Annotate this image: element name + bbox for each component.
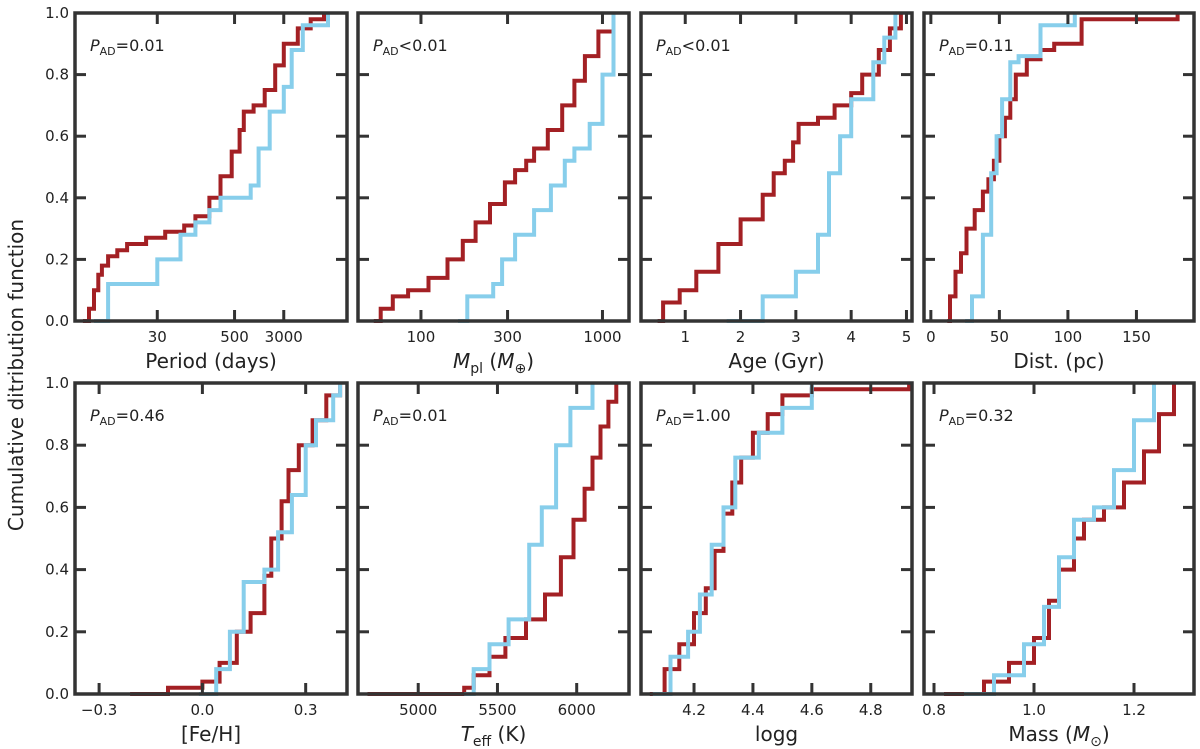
x-tick-label: 50 [990, 328, 1009, 346]
cdf-line-b [965, 13, 1077, 323]
cdf-line-b [458, 13, 616, 323]
y-tick-label: 0.6 [45, 127, 69, 145]
x-tick-label: 0 [926, 328, 936, 346]
x-tick-label: 0.3 [294, 701, 318, 719]
x-tick-label: 150 [1122, 328, 1151, 346]
x-tick-label: 4.6 [800, 701, 824, 719]
x-tick-label: 30 [148, 328, 167, 346]
x-tick-label: 6000 [558, 701, 596, 719]
p-ad-annotation: PAD=0.32 [939, 406, 1014, 428]
p-ad-annotation: PAD=0.01 [373, 406, 448, 428]
x-tick-label: 3000 [265, 328, 303, 346]
cdf-line-b [94, 13, 330, 323]
y-tick-label: 0.6 [45, 498, 69, 516]
cdf-line-b [652, 383, 814, 696]
cdf-line-a [367, 383, 619, 696]
cdf-line-b [964, 383, 1156, 696]
x-tick-label: 0.0 [190, 701, 214, 719]
axes-frame [922, 381, 1196, 696]
axes-frame [73, 11, 349, 323]
cdf-line-a [130, 383, 343, 696]
axes-frame [639, 381, 914, 696]
y-tick-label: 0.4 [45, 561, 69, 579]
panel-6: 5000 5500 6000 Teff (K) PAD=0.01 [356, 381, 631, 749]
cdf-line-b [464, 383, 595, 696]
x-tick-label: 300 [493, 328, 522, 346]
panel-1: 0.0 0.2 0.4 0.6 0.8 1.0 30 500 3000 Period (days)… [45, 4, 349, 373]
p-ad-annotation: PAD=1.00 [656, 406, 731, 428]
axes-frame [639, 11, 914, 323]
x-tick-label: 100 [407, 328, 436, 346]
x-tick-label: −0.3 [81, 701, 117, 719]
x-tick-label: 2 [736, 328, 746, 346]
x-tick-label: 1.2 [1122, 701, 1146, 719]
cdf-line-a [947, 13, 1180, 323]
y-tick-label: 0.0 [45, 312, 69, 330]
x-tick-label: 4.4 [741, 701, 765, 719]
x-axis-label: Mpl (M⊕) [453, 349, 534, 377]
y-tick-label: 0.8 [45, 66, 69, 84]
x-tick-label: 1 [680, 328, 690, 346]
panel-4: 0 50 100 150 Dist. (pc) PAD=0.11 [922, 11, 1196, 373]
x-tick-label: 4.2 [682, 701, 706, 719]
panel-5: 0.0 0.2 0.4 0.6 0.8 1.0 −0.3 0.0 0.3 [Fe/H] PAD=0.… [45, 374, 349, 746]
y-tick-label: 0.2 [45, 623, 69, 641]
x-tick-label: 5000 [399, 701, 437, 719]
p-ad-annotation: PAD<0.01 [656, 36, 731, 58]
x-tick-label: 1.0 [1022, 701, 1046, 719]
y-tick-label: 0.0 [45, 685, 69, 703]
x-tick-label: 100 [1054, 328, 1083, 346]
cdf-line-a [82, 13, 326, 323]
x-axis-label: Mass (M⊙) [1008, 722, 1109, 749]
x-axis-label: [Fe/H] [181, 722, 241, 746]
cdf-line-a [649, 383, 912, 696]
x-axis-label: Teff (K) [461, 722, 527, 749]
y-tick-label: 0.8 [45, 436, 69, 454]
x-axis-label: logg [755, 722, 798, 746]
y-tick-label: 0.4 [45, 189, 69, 207]
p-ad-annotation: PAD<0.01 [373, 36, 448, 58]
x-tick-label: 4 [846, 328, 856, 346]
panel-3: 1 2 3 4 5 Age (Gyr) PAD<0.01 [639, 11, 914, 373]
p-ad-annotation: PAD=0.01 [90, 36, 165, 58]
x-tick-label: 1000 [583, 328, 621, 346]
x-tick-label: 5500 [478, 701, 516, 719]
cdf-line-a [373, 13, 616, 323]
p-ad-annotation: PAD=0.11 [939, 36, 1014, 58]
axes-frame [356, 11, 631, 323]
y-tick-label: 0.2 [45, 250, 69, 268]
y-tick-label: 1.0 [45, 374, 69, 392]
y-tick-label: 1.0 [45, 4, 69, 22]
x-tick-label: 5 [902, 328, 912, 346]
panel-8: 0.8 1.0 1.2 Mass (M⊙) PAD=0.32 [922, 381, 1196, 749]
x-tick-label: 0.8 [922, 701, 946, 719]
cdf-line-a [944, 383, 1176, 696]
x-axis-label: Dist. (pc) [1013, 349, 1104, 373]
y-axis-label: Cumulative ditribution function [4, 219, 28, 531]
x-tick-label: 4.8 [859, 701, 883, 719]
p-ad-annotation: PAD=0.46 [90, 406, 165, 428]
axes-frame [73, 381, 349, 696]
cdf-line-b [726, 13, 898, 323]
panel-7: 4.2 4.4 4.6 4.8 logg PAD=1.00 [639, 381, 914, 746]
cdf-line-b [198, 383, 343, 696]
cdf-line-a [657, 13, 903, 323]
axes-frame [356, 381, 631, 696]
x-tick-label: 3 [791, 328, 801, 346]
x-axis-label: Age (Gyr) [728, 349, 824, 373]
panel-2: 100 300 1000 Mpl (M⊕) PAD<0.01 [356, 11, 631, 377]
axes-frame [922, 11, 1196, 323]
x-axis-label: Period (days) [145, 349, 277, 373]
x-tick-label: 500 [220, 328, 249, 346]
